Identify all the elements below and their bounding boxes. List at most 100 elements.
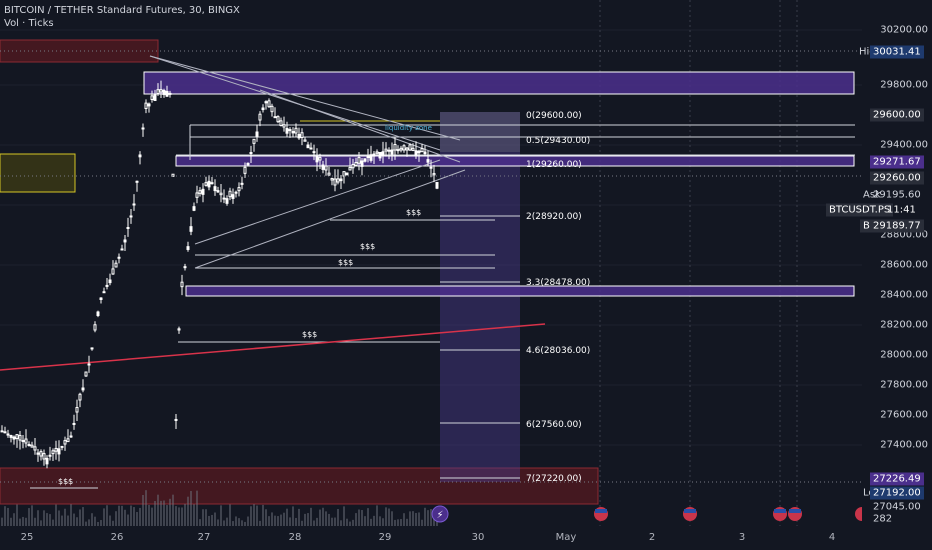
volume-bar	[217, 519, 219, 526]
time-tick: 25	[20, 532, 34, 543]
volume-bar	[325, 511, 327, 526]
candle-body	[48, 454, 52, 457]
candle-body	[144, 102, 148, 109]
candle-body	[393, 144, 397, 151]
candle-body	[36, 452, 40, 455]
time-tick: 30	[471, 532, 485, 543]
volume-bar	[364, 516, 366, 526]
price-tick: 28000.00	[880, 349, 928, 361]
candle-body	[303, 139, 307, 142]
volume-bar	[313, 520, 315, 526]
candle-body	[228, 190, 232, 198]
candle-body	[252, 138, 256, 144]
chart-canvas[interactable]: 0(29600.00) 0.5(29430.00) 1(29260.00) 2(…	[0, 0, 862, 526]
candle-body	[402, 145, 406, 151]
candle-body	[9, 435, 13, 438]
candle-body	[30, 444, 34, 448]
volume-bar	[49, 514, 51, 526]
time-tick: 29	[378, 532, 392, 543]
chart-legend: BITCOIN / TETHER Standard Futures, 30, B…	[4, 4, 240, 30]
candle-body	[138, 154, 142, 158]
volume-bar	[37, 510, 39, 526]
volume-bar	[157, 494, 159, 526]
volume-bar	[223, 520, 225, 526]
candle-body	[225, 198, 229, 204]
volume-bar	[289, 517, 291, 526]
price-scale[interactable]: 30200.00 29800.00 29400.00 28800.00 2860…	[826, 0, 932, 526]
candle-body	[276, 116, 280, 123]
candle-body	[345, 172, 349, 176]
volume-bar	[79, 509, 81, 526]
level-tag-29271: 29271.67	[870, 155, 924, 169]
volume-bar	[283, 512, 285, 526]
price-tick: 28600.00	[880, 259, 928, 271]
volume-bar	[346, 518, 348, 526]
level-tag-27226: 27226.49	[870, 472, 924, 486]
volume-indicator-label[interactable]: Vol · Ticks	[4, 18, 54, 29]
candle-body	[63, 440, 67, 445]
candle-body	[426, 159, 430, 163]
candle-body	[339, 178, 343, 182]
candle-body	[363, 158, 367, 162]
projection-top-grey	[440, 112, 520, 152]
candle-body	[300, 132, 304, 139]
candle-body	[261, 107, 265, 111]
volume-bar	[328, 513, 330, 526]
volume-bar	[58, 510, 60, 526]
volume-bar	[424, 507, 426, 526]
time-scale[interactable]: 25 26 27 28 29 30 May 2 3 4	[0, 526, 862, 550]
candle-body	[198, 190, 202, 194]
candle-body	[87, 363, 91, 366]
purple-zone-29800	[143, 71, 855, 95]
volume-bar	[124, 509, 126, 526]
candle-body	[288, 129, 292, 132]
volume-bar	[64, 508, 66, 526]
candle-body	[396, 149, 400, 152]
candle-body	[255, 131, 259, 137]
purple-zone-29271	[175, 155, 855, 167]
volume-bar	[262, 504, 264, 526]
volume-bar	[142, 495, 144, 526]
volume-bar	[244, 521, 246, 526]
volume-bar	[403, 513, 405, 526]
candle-body	[348, 167, 352, 171]
volume-bar	[409, 511, 411, 526]
time-tick: 2	[648, 532, 656, 543]
candle-body	[117, 256, 121, 259]
candle-body	[168, 92, 172, 95]
price-tick: 27600.00	[880, 409, 928, 421]
volume-bar	[340, 520, 342, 526]
candle-body	[159, 89, 163, 93]
volume-bar	[67, 515, 69, 526]
volume-bar	[427, 510, 429, 526]
candle-body	[96, 311, 100, 316]
volume-bar	[16, 504, 18, 526]
volume-bar	[250, 506, 252, 526]
chart-pane[interactable]: BITCOIN / TETHER Standard Futures, 30, B…	[0, 0, 862, 526]
volume-bar	[196, 490, 198, 526]
candle-body	[177, 328, 181, 331]
volume-bar	[28, 508, 30, 526]
volume-bar	[130, 505, 132, 526]
volume-bar	[421, 519, 423, 526]
volume-bar	[187, 496, 189, 526]
dollar-label: $$$	[406, 208, 421, 217]
volume-bar	[1, 517, 3, 526]
candle-body	[147, 103, 151, 107]
volume-bar	[46, 513, 48, 526]
volume-bar	[385, 507, 387, 526]
bid-value: 29189.77	[870, 219, 924, 233]
candle-body	[408, 144, 412, 151]
candle-body	[417, 150, 421, 154]
time-tick: 4	[828, 532, 836, 543]
ask-label: Ask	[863, 189, 881, 201]
candle-body	[93, 324, 97, 331]
volume-bar	[268, 516, 270, 526]
symbol-title[interactable]: BITCOIN / TETHER Standard Futures, 30, B…	[4, 5, 240, 16]
candle-body	[423, 151, 427, 155]
candle-body	[111, 268, 115, 275]
candle-body	[243, 166, 247, 174]
candle-body	[381, 151, 385, 157]
candle-body	[57, 448, 61, 455]
time-tick: 26	[110, 532, 124, 543]
